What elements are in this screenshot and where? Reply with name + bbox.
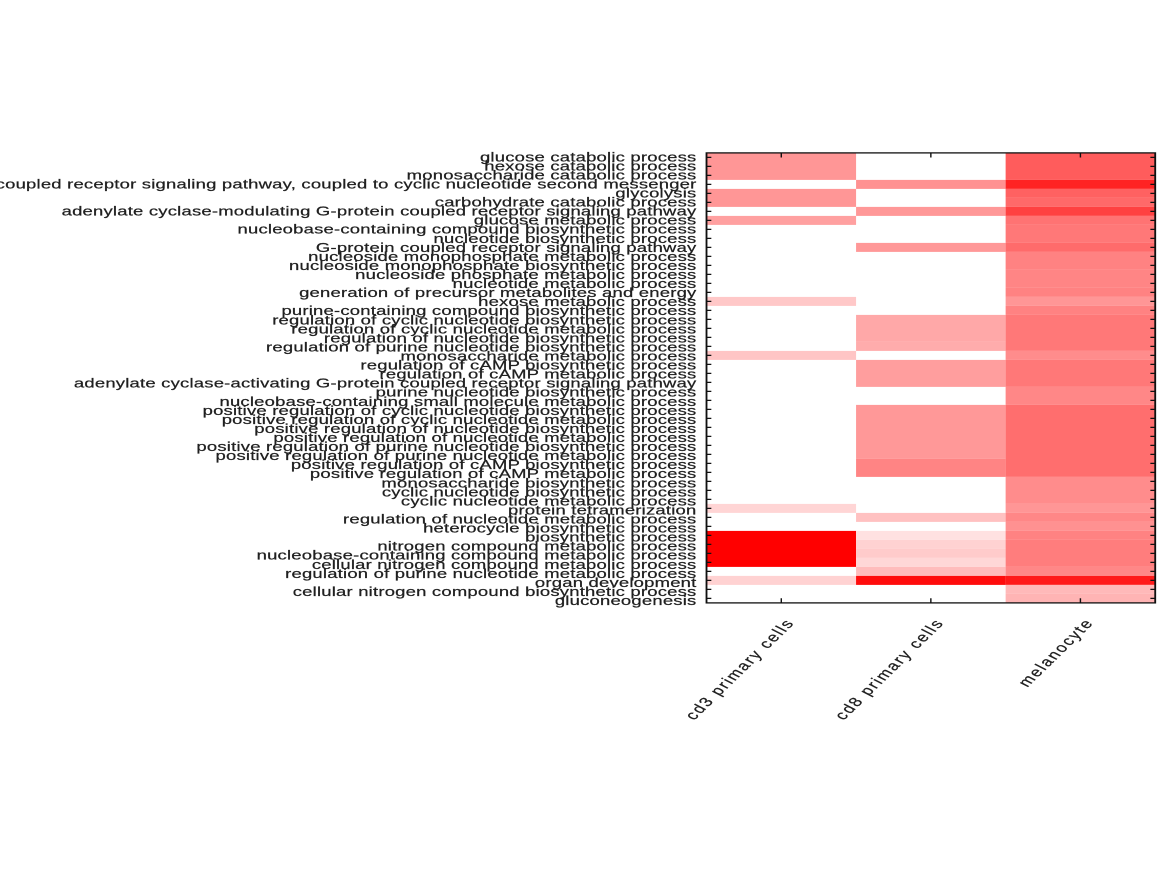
svg-text:nucleobase-containing small mo: nucleobase-containing small molecule met… [219,395,696,409]
svg-text:glucose metabolic process: glucose metabolic process [474,214,697,228]
svg-text:nucleobase-containing compound: nucleobase-containing compound biosynthe… [238,223,697,237]
svg-text:positive regulation of purine: positive regulation of purine nucleotide… [196,440,696,454]
svg-text:nitrogen compound metabolic pr: nitrogen compound metabolic process [377,540,696,554]
svg-text:biosynthetic process: biosynthetic process [525,531,696,545]
svg-text:purine nucleotide biosynthetic: purine nucleotide biosynthetic process [376,386,697,400]
svg-text:protein tetramerization: protein tetramerization [508,504,696,518]
svg-text:heterocycle biosynthetic proce: heterocycle biosynthetic process [423,522,696,536]
svg-text:nucleotide metabolic process: nucleotide metabolic process [453,277,697,291]
svg-text:hexose metabolic process: hexose metabolic process [478,296,696,310]
svg-text:nucleoside phosphate metabolic: nucleoside phosphate metabolic process [355,268,696,282]
svg-text:regulation of cAMP metabolic p: regulation of cAMP metabolic process [380,368,697,382]
svg-text:adenylate cyclase-modulating G: adenylate cyclase-modulating G-protein c… [62,205,697,219]
svg-text:monosaccharide metabolic proce: monosaccharide metabolic process [401,350,697,364]
svg-text:hexose catabolic process: hexose catabolic process [484,160,696,174]
svg-text:purine-containing compound bio: purine-containing compound biosynthetic … [281,305,696,319]
svg-text:positive regulation of cyclic: positive regulation of cyclic nucleotide… [203,404,697,418]
svg-text:nucleoside monophosphate biosy: nucleoside monophosphate biosynthetic pr… [289,259,696,273]
svg-text:glucose catabolic process: glucose catabolic process [480,151,697,165]
svg-text:generation of precursor metabo: generation of precursor metabolites and … [299,287,696,301]
svg-text:positive regulation of purine: positive regulation of purine nucleotide… [216,450,697,464]
svg-text:regulation of cAMP biosyntheti: regulation of cAMP biosynthetic process [360,359,696,373]
svg-text:cyclic nucleotide biosynthetic: cyclic nucleotide biosynthetic process [382,486,697,500]
svg-text:cd3 primary cells: cd3 primary cells [682,616,799,722]
svg-text:gluconeogenesis: gluconeogenesis [555,594,697,608]
svg-text:cd8 primary cells: cd8 primary cells [831,616,948,722]
svg-text:adenylate cyclase-activating G: adenylate cyclase-activating G-protein c… [74,377,697,391]
svg-text:organ development: organ development [535,576,697,590]
svg-text:cellular nitrogen compound bio: cellular nitrogen compound biosynthetic … [293,585,697,599]
svg-text:positive regulation of nucleot: positive regulation of nucleotide metabo… [273,431,696,445]
svg-text:positive regulation of cAMP bi: positive regulation of cAMP biosynthetic… [291,459,697,473]
svg-text:monosaccharide catabolic proce: monosaccharide catabolic process [407,169,697,183]
svg-text:nucleobase-containing compound: nucleobase-containing compound metabolic… [257,549,697,563]
svg-text:monosaccharide biosynthetic pr: monosaccharide biosynthetic process [381,477,696,491]
svg-text:nucleoside monophosphate metab: nucleoside monophosphate metabolic proce… [308,250,696,264]
svg-text:regulation of cyclic nucleotid: regulation of cyclic nucleotide biosynth… [272,314,696,328]
svg-text:regulation of nucleotide biosy: regulation of nucleotide biosynthetic pr… [324,332,697,346]
svg-text:carbohydrate catabolic process: carbohydrate catabolic process [435,196,697,210]
svg-text:positive regulation of cyclic: positive regulation of cyclic nucleotide… [222,413,697,427]
svg-text:regulation of purine nucleotid: regulation of purine nucleotide metaboli… [285,567,696,581]
svg-text:nucleotide biosynthetic proces: nucleotide biosynthetic process [434,232,697,246]
svg-text:melanocyte: melanocyte [1015,616,1098,689]
svg-text:positive regulation of nucleot: positive regulation of nucleotide biosyn… [254,422,696,436]
svg-text:glycolysis: glycolysis [615,187,696,201]
svg-text:regulation of nucleotide metab: regulation of nucleotide metabolic proce… [343,513,696,527]
svg-text:cellular nitrogen compound met: cellular nitrogen compound metabolic pro… [312,558,697,572]
svg-text:regulation of purine nucleotid: regulation of purine nucleotide biosynth… [266,341,696,355]
svg-text:positive regulation of cAMP me: positive regulation of cAMP metabolic pr… [310,468,697,482]
svg-text:G-protein coupled receptor sig: G-protein coupled receptor signaling pat… [0,178,697,192]
svg-text:regulation of cyclic nucleotid: regulation of cyclic nucleotide metaboli… [291,323,696,337]
svg-text:cyclic nucleotide metabolic pr: cyclic nucleotide metabolic process [401,495,697,509]
svg-text:G-protein coupled receptor sig: G-protein coupled receptor signaling pat… [316,241,697,255]
